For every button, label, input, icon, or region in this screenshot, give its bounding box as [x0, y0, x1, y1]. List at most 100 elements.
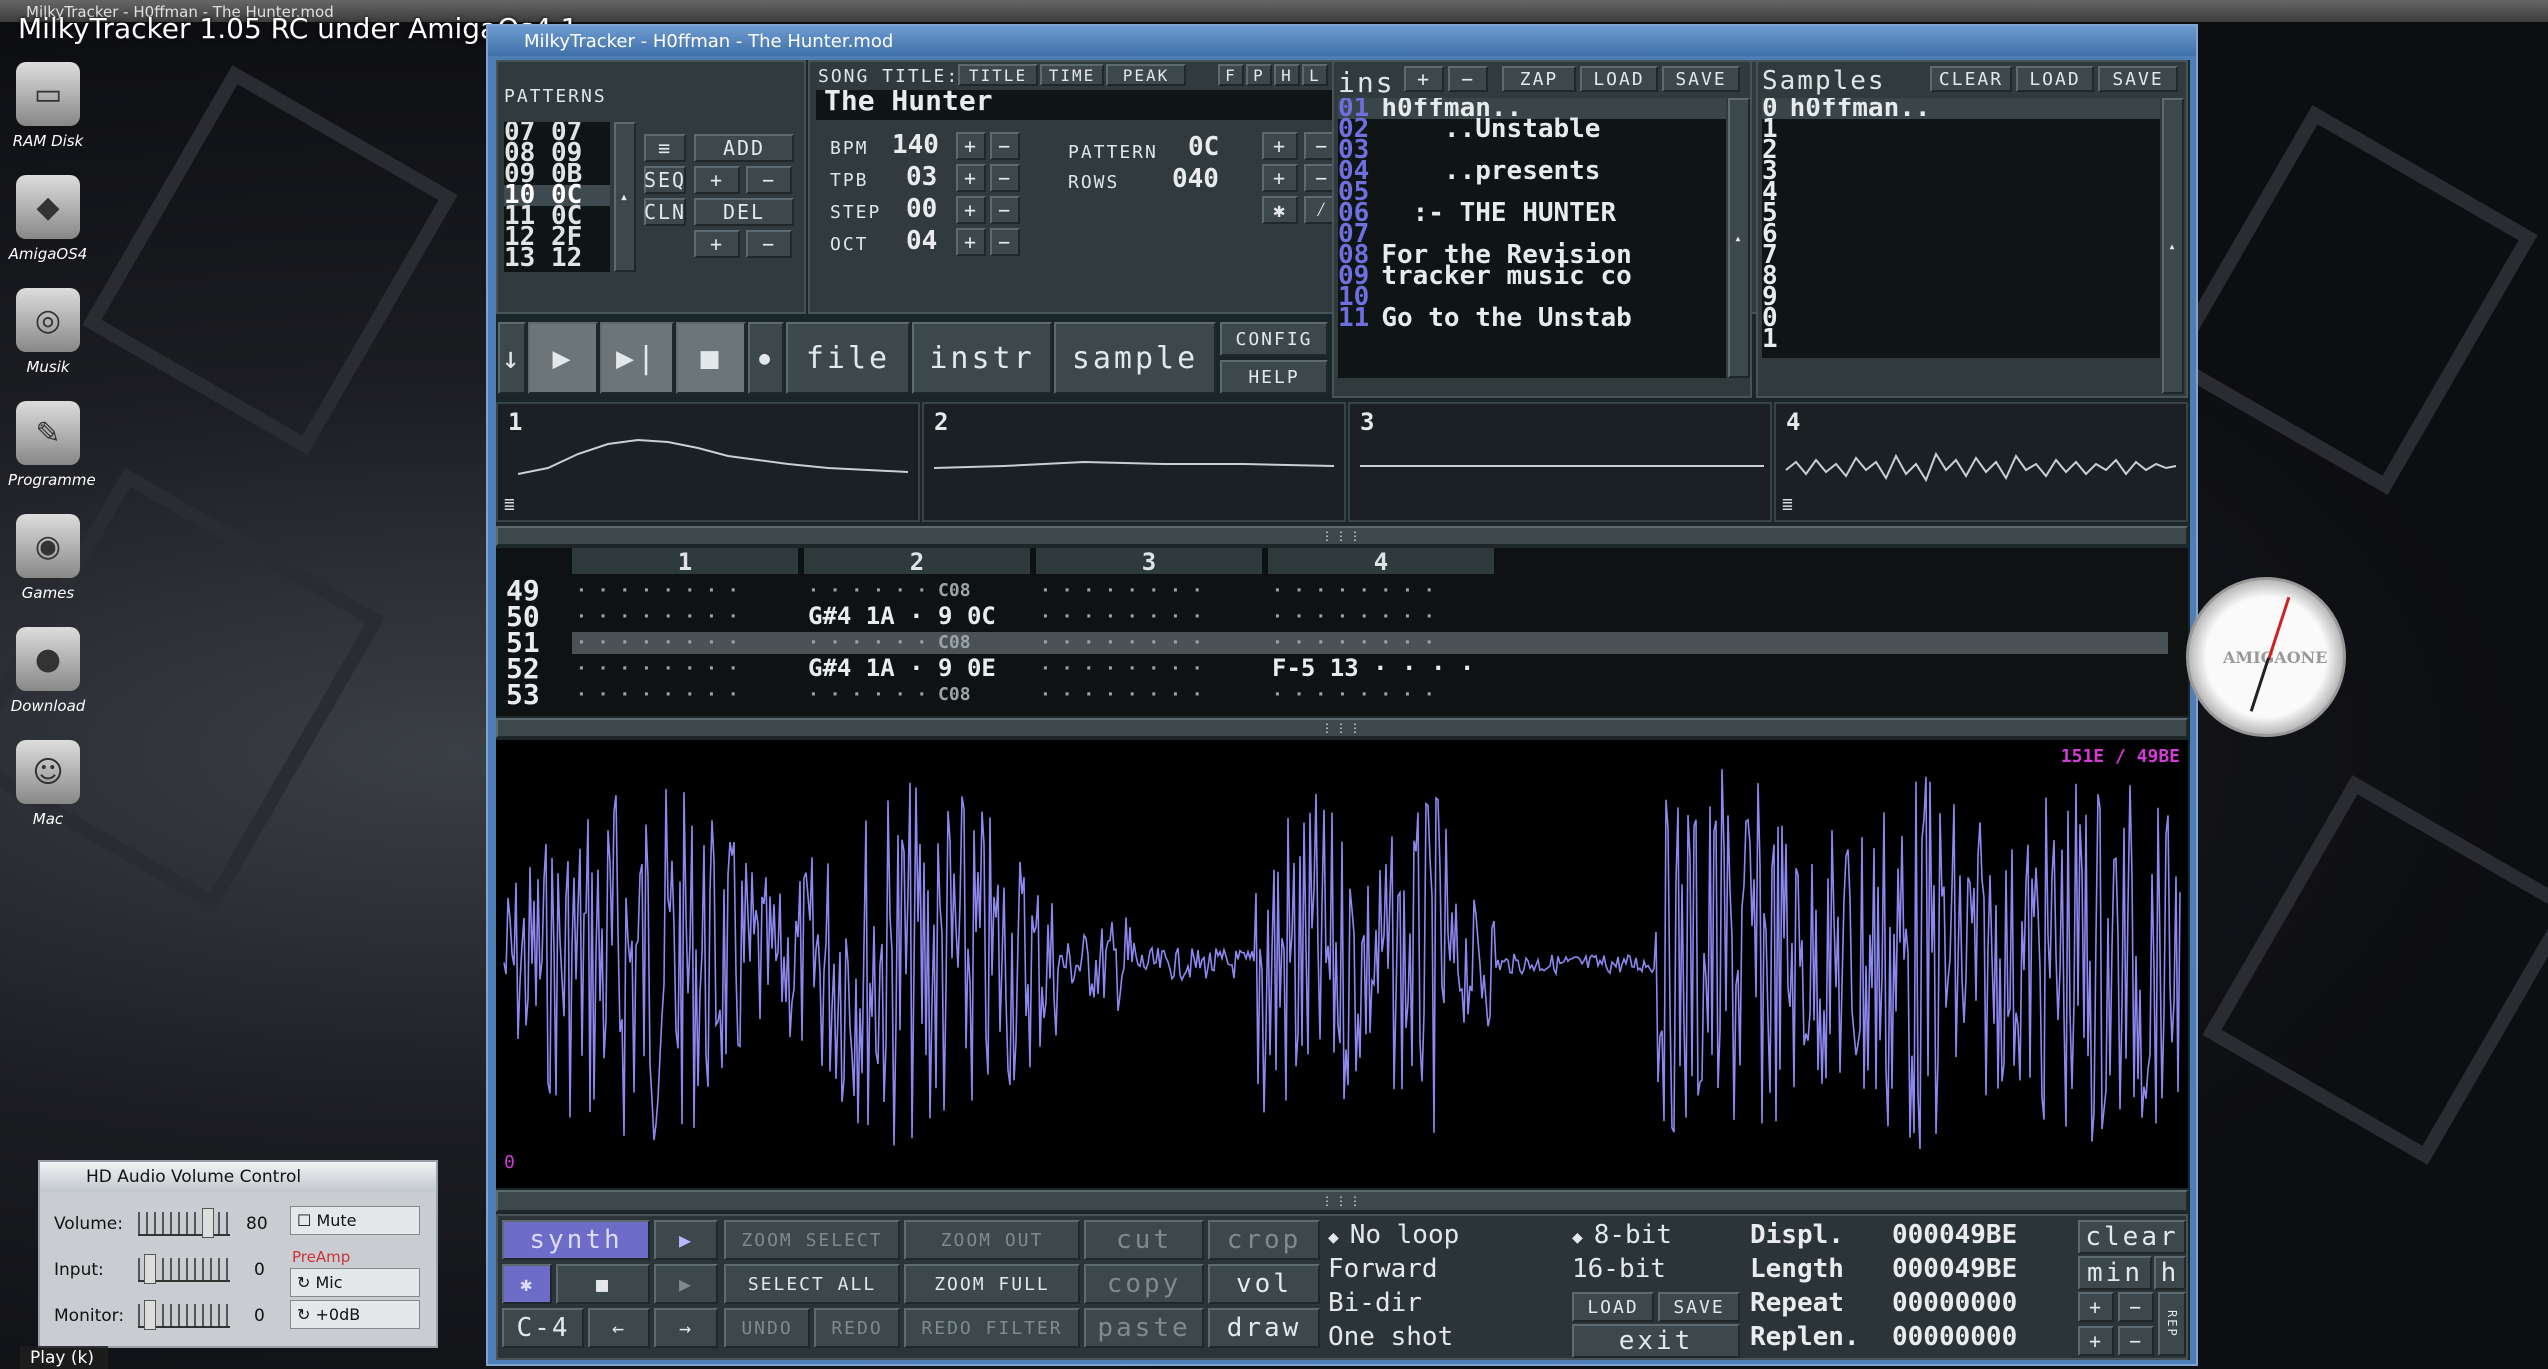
instrument-list-item[interactable]: 08 For the Revision	[1338, 242, 1726, 268]
pattern-cell[interactable]: · · · · · · C08	[808, 632, 971, 653]
pattern-cell[interactable]: G#4 1A · 9 0C	[808, 602, 996, 630]
loop-option-one-shot[interactable]: One shot	[1328, 1322, 1558, 1354]
instrument-list-item[interactable]: 06 :- THE HUNTER	[1338, 200, 1726, 226]
sample-list-item[interactable]: 0	[1762, 305, 2160, 331]
play-song-button[interactable]: ▶	[528, 322, 598, 394]
ins-load-button[interactable]: LOAD	[1580, 66, 1658, 92]
crop-button[interactable]: crop	[1208, 1220, 1320, 1260]
desktop-icon-amigaos4[interactable]: ◆ AmigaOS4	[8, 175, 88, 263]
order-list-item[interactable]: 13 12	[504, 243, 583, 272]
order-list[interactable]: 07 07 08 09 09 0B 10 0C 11 0C 12 2F 13 12	[504, 122, 610, 272]
window-title[interactable]: MilkyTracker - H0ffman - The Hunter.mod	[488, 26, 2196, 56]
pattern-cell[interactable]: · · · · · · · ·	[1272, 684, 1435, 705]
order-scrollbar[interactable]: ▴	[614, 122, 636, 272]
instrument-list-item[interactable]: 01 h0ffman..	[1338, 98, 1726, 121]
pattern-cell[interactable]: · · · · · · · ·	[576, 606, 739, 627]
file-button[interactable]: file	[786, 322, 910, 394]
note-right-button[interactable]: →	[654, 1308, 718, 1348]
sample-editor[interactable]: 151E / 49BE 0	[496, 740, 2188, 1188]
instrument-list-item[interactable]: 07	[1338, 221, 1726, 247]
channel-header-2[interactable]: 2	[804, 548, 1030, 576]
time-button[interactable]: TIME	[1040, 64, 1104, 86]
instrument-list-item[interactable]: 03	[1338, 137, 1726, 163]
desktop-icon-musik[interactable]: ◎ Musik	[8, 288, 88, 376]
config-button[interactable]: CONFIG	[1220, 322, 1328, 356]
f-button[interactable]: F	[1218, 64, 1244, 86]
instr-button[interactable]: instr	[912, 322, 1052, 394]
sample-list-item[interactable]: 8	[1762, 263, 2160, 289]
copy-button[interactable]: copy	[1084, 1264, 1204, 1304]
pattern-cell[interactable]: · · · · · · C08	[808, 580, 971, 601]
pattern-cell[interactable]: · · · · · · · ·	[576, 658, 739, 679]
bpm-plus-button[interactable]: +	[956, 132, 986, 160]
bit-option-8-bit[interactable]: ◆ 8-bit	[1572, 1220, 1740, 1252]
volume-knob[interactable]	[202, 1208, 214, 1238]
order-list-item[interactable]: 08 09	[504, 138, 583, 168]
volume-control-title[interactable]: HD Audio Volume Control	[40, 1162, 436, 1192]
order-minus-button[interactable]: −	[746, 166, 792, 194]
bit-option-16-bit[interactable]: 16-bit	[1572, 1254, 1740, 1286]
desktop-icon-download[interactable]: ● Download	[8, 627, 88, 715]
pattern-hscroll-top[interactable]: ⋮⋮⋮	[496, 526, 2188, 546]
ins-save-button[interactable]: SAVE	[1662, 66, 1740, 92]
menu-button[interactable]: ≡	[644, 134, 686, 162]
zap-button[interactable]: ZAP	[1502, 66, 1576, 92]
pattern-cell[interactable]: · · · · · · · ·	[1040, 632, 1203, 653]
redo-button[interactable]: REDO	[814, 1308, 900, 1348]
order-list-item[interactable]: 11 0C	[504, 201, 583, 231]
sample-list-item[interactable]: 0 h0ffman..	[1762, 98, 2160, 121]
pattern-cell[interactable]: · · · · · · C08	[808, 684, 971, 705]
synth-button[interactable]: synth	[502, 1220, 650, 1260]
pattern-cell[interactable]: · · · · · · · ·	[576, 632, 739, 653]
volume-slider[interactable]	[138, 1208, 230, 1238]
scope-menu-icon[interactable]: ≣	[504, 494, 515, 515]
redo-filter-button[interactable]: REDO FILTER	[904, 1308, 1080, 1348]
instrument-list-item[interactable]: 09 tracker music co	[1338, 263, 1726, 289]
step-plus-button[interactable]: +	[956, 196, 986, 224]
order-list-item[interactable]: 10 0C	[504, 182, 610, 208]
loop-option-no-loop[interactable]: ◆ No loop	[1328, 1220, 1558, 1252]
instrument-list[interactable]: 01 h0ffman.. 02 ..Unstable 03 04 ..presents 0…	[1338, 98, 1726, 378]
replen-plus-button[interactable]: +	[2078, 1326, 2114, 1356]
order-list-item[interactable]: 12 2F	[504, 222, 583, 252]
cln-button[interactable]: CLN	[643, 198, 687, 226]
mic-selector[interactable]: ↻ Mic	[290, 1268, 420, 1297]
ins-minus-button[interactable]: −	[1448, 66, 1488, 92]
tpb-plus-button[interactable]: +	[956, 164, 986, 192]
oct-plus-button[interactable]: +	[956, 228, 986, 256]
p-button[interactable]: P	[1246, 64, 1272, 86]
scope-menu-icon[interactable]: ≣	[1782, 494, 1793, 515]
desktop-icon-games[interactable]: ◉ Games	[8, 514, 88, 602]
pattern-cell[interactable]: · · · · · · · ·	[1040, 580, 1203, 601]
scope-channel-2[interactable]: 2	[922, 402, 1346, 522]
step-minus-button[interactable]: −	[990, 196, 1020, 224]
record-button[interactable]: ●	[748, 322, 784, 394]
pattern-cell[interactable]: · · · · · · · ·	[1272, 606, 1435, 627]
pattern-plus-button[interactable]: +	[694, 230, 740, 258]
instrument-list-item[interactable]: 10	[1338, 284, 1726, 310]
h-button[interactable]: h	[2154, 1256, 2186, 1290]
pattern-num-plus-button[interactable]: +	[1262, 132, 1298, 160]
instrument-list-item[interactable]: 02 ..Unstable	[1338, 116, 1726, 142]
draw-button[interactable]: draw	[1208, 1308, 1320, 1348]
sample-list-item[interactable]: 5	[1762, 200, 2160, 226]
desktop-icon-programme[interactable]: ✎ Programme	[8, 401, 96, 489]
repeat-minus-button[interactable]: −	[2118, 1292, 2154, 1322]
title-button[interactable]: TITLE	[958, 64, 1038, 86]
pattern-cell[interactable]: · · · · · · · ·	[1272, 580, 1435, 601]
instrument-list-item[interactable]: 11 Go to the Unstab	[1338, 305, 1726, 331]
monitor-slider[interactable]	[138, 1300, 230, 1330]
seq-button[interactable]: SEQ	[643, 166, 687, 194]
pattern-cell[interactable]: F-5 13 · · · ·	[1272, 654, 1475, 682]
channel-header-1[interactable]: 1	[572, 548, 798, 576]
scope-channel-3[interactable]: 3	[1348, 402, 1772, 522]
pattern-cell[interactable]: · · · · · · · ·	[1040, 658, 1203, 679]
input-knob[interactable]	[144, 1254, 156, 1284]
input-slider[interactable]	[138, 1254, 230, 1284]
sample-list-item[interactable]: 6	[1762, 221, 2160, 247]
h-button[interactable]: H	[1274, 64, 1300, 86]
cut-button[interactable]: cut	[1084, 1220, 1204, 1260]
clear-button[interactable]: clear	[2078, 1220, 2186, 1254]
peak-button[interactable]: PEAK	[1106, 64, 1186, 86]
